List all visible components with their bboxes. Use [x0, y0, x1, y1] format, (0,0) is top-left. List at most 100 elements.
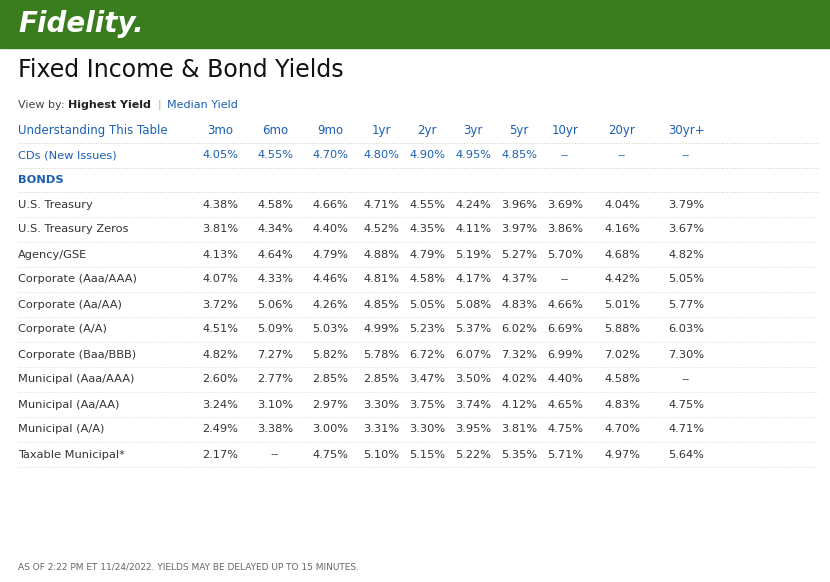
Text: 6.99%: 6.99%: [547, 350, 583, 360]
Text: 4.17%: 4.17%: [455, 275, 491, 285]
Text: 4.58%: 4.58%: [409, 275, 445, 285]
Text: 2yr: 2yr: [417, 124, 437, 137]
Text: --: --: [271, 449, 279, 460]
Text: 5yr: 5yr: [510, 124, 529, 137]
Text: CDs (New Issues): CDs (New Issues): [18, 151, 117, 161]
Text: 4.52%: 4.52%: [363, 225, 399, 235]
Text: 5.71%: 5.71%: [547, 449, 583, 460]
Text: 3.81%: 3.81%: [202, 225, 238, 235]
Text: 5.23%: 5.23%: [409, 325, 445, 335]
Text: 10yr: 10yr: [552, 124, 579, 137]
Text: 2.77%: 2.77%: [257, 374, 293, 385]
Text: 3.30%: 3.30%: [363, 399, 399, 410]
Text: 4.75%: 4.75%: [547, 424, 583, 435]
Text: 3.38%: 3.38%: [257, 424, 293, 435]
Text: 2.97%: 2.97%: [312, 399, 348, 410]
Text: 5.35%: 5.35%: [501, 449, 537, 460]
Text: 7.02%: 7.02%: [604, 350, 640, 360]
Text: 3.75%: 3.75%: [409, 399, 445, 410]
Text: 6.07%: 6.07%: [455, 350, 491, 360]
Text: U.S. Treasury Zeros: U.S. Treasury Zeros: [18, 225, 129, 235]
Text: 3yr: 3yr: [463, 124, 483, 137]
Text: 5.10%: 5.10%: [363, 449, 399, 460]
Text: 2.17%: 2.17%: [202, 449, 238, 460]
Text: Taxable Municipal*: Taxable Municipal*: [18, 449, 124, 460]
Text: 4.12%: 4.12%: [501, 399, 537, 410]
Text: 4.81%: 4.81%: [363, 275, 399, 285]
Text: 3.97%: 3.97%: [501, 225, 537, 235]
Text: 4.65%: 4.65%: [547, 399, 583, 410]
Text: --: --: [561, 275, 569, 285]
Text: 5.03%: 5.03%: [312, 325, 348, 335]
Text: Municipal (A/A): Municipal (A/A): [18, 424, 105, 435]
Text: 3.31%: 3.31%: [363, 424, 399, 435]
Text: --: --: [561, 151, 569, 161]
Text: 5.05%: 5.05%: [668, 275, 704, 285]
Text: 4.58%: 4.58%: [604, 374, 640, 385]
Text: 4.75%: 4.75%: [312, 449, 348, 460]
Text: AS OF 2:22 PM ET 11/24/2022. YIELDS MAY BE DELAYED UP TO 15 MINUTES.: AS OF 2:22 PM ET 11/24/2022. YIELDS MAY …: [18, 563, 359, 572]
Text: Corporate (A/A): Corporate (A/A): [18, 325, 107, 335]
Text: 4.16%: 4.16%: [604, 225, 640, 235]
Text: 3.86%: 3.86%: [547, 225, 583, 235]
Text: 4.51%: 4.51%: [202, 325, 238, 335]
Text: 2.49%: 2.49%: [202, 424, 238, 435]
Text: 3.79%: 3.79%: [668, 200, 704, 210]
Text: View by:: View by:: [18, 100, 65, 110]
Text: 3.47%: 3.47%: [409, 374, 445, 385]
Text: 3.00%: 3.00%: [312, 424, 348, 435]
Text: Highest Yield: Highest Yield: [68, 100, 151, 110]
Text: BONDS: BONDS: [18, 175, 64, 185]
Text: 4.80%: 4.80%: [363, 151, 399, 161]
Text: 5.88%: 5.88%: [604, 325, 640, 335]
Text: 2.85%: 2.85%: [312, 374, 348, 385]
Text: Municipal (Aaa/AAA): Municipal (Aaa/AAA): [18, 374, 134, 385]
Text: 4.13%: 4.13%: [202, 250, 238, 260]
Text: 3mo: 3mo: [207, 124, 233, 137]
Text: 4.95%: 4.95%: [455, 151, 491, 161]
Text: 3.81%: 3.81%: [501, 424, 537, 435]
Text: 4.40%: 4.40%: [547, 374, 583, 385]
Text: 5.01%: 5.01%: [604, 300, 640, 310]
Text: --: --: [682, 374, 690, 385]
Text: 5.64%: 5.64%: [668, 449, 704, 460]
Text: 4.83%: 4.83%: [501, 300, 537, 310]
Text: 4.66%: 4.66%: [547, 300, 583, 310]
Text: 5.82%: 5.82%: [312, 350, 348, 360]
Text: 4.79%: 4.79%: [312, 250, 348, 260]
Text: 4.83%: 4.83%: [604, 399, 640, 410]
Text: 4.46%: 4.46%: [312, 275, 348, 285]
Text: 6.72%: 6.72%: [409, 350, 445, 360]
Text: 5.08%: 5.08%: [455, 300, 491, 310]
Text: 4.68%: 4.68%: [604, 250, 640, 260]
Text: 2.60%: 2.60%: [202, 374, 238, 385]
Text: 5.15%: 5.15%: [409, 449, 445, 460]
Text: Agency/GSE: Agency/GSE: [18, 250, 87, 260]
Text: --: --: [618, 151, 626, 161]
Text: 3.95%: 3.95%: [455, 424, 491, 435]
Text: 3.69%: 3.69%: [547, 200, 583, 210]
Text: 4.33%: 4.33%: [257, 275, 293, 285]
Text: 4.85%: 4.85%: [363, 300, 399, 310]
Text: 5.22%: 5.22%: [455, 449, 491, 460]
Text: Municipal (Aa/AA): Municipal (Aa/AA): [18, 399, 120, 410]
Text: 20yr: 20yr: [608, 124, 636, 137]
Text: 6.69%: 6.69%: [547, 325, 583, 335]
Text: 4.24%: 4.24%: [455, 200, 491, 210]
Text: 4.97%: 4.97%: [604, 449, 640, 460]
Text: 5.05%: 5.05%: [409, 300, 445, 310]
Text: 4.55%: 4.55%: [409, 200, 445, 210]
Text: 9mo: 9mo: [317, 124, 343, 137]
Bar: [0, 0, 830, 48]
Text: 4.82%: 4.82%: [668, 250, 704, 260]
Text: --: --: [682, 151, 690, 161]
Text: 2.85%: 2.85%: [363, 374, 399, 385]
Text: 4.88%: 4.88%: [363, 250, 399, 260]
Text: 5.70%: 5.70%: [547, 250, 583, 260]
Text: Fidelity.: Fidelity.: [18, 10, 144, 38]
Text: 3.72%: 3.72%: [202, 300, 238, 310]
Text: 4.71%: 4.71%: [363, 200, 399, 210]
Text: Corporate (Aaa/AAA): Corporate (Aaa/AAA): [18, 275, 137, 285]
Text: 4.11%: 4.11%: [455, 225, 491, 235]
Text: 3.74%: 3.74%: [455, 399, 491, 410]
